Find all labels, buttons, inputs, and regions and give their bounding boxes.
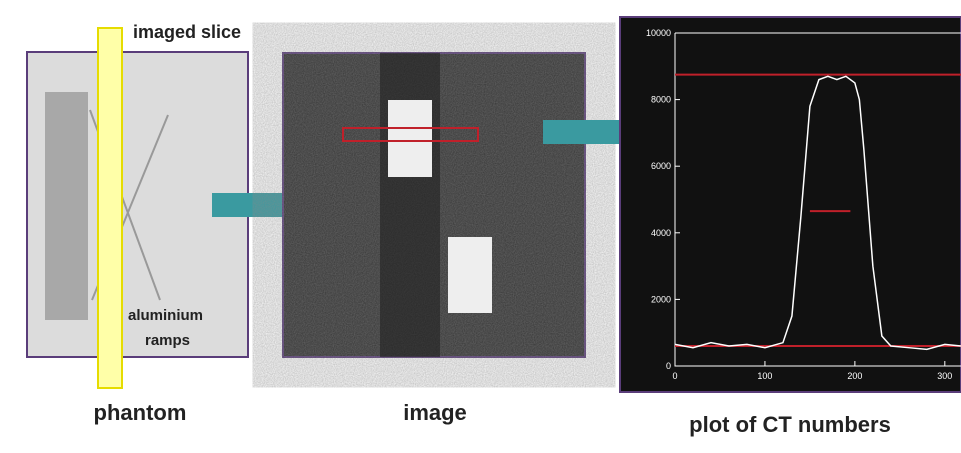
plot-frame [620, 17, 961, 392]
shadow [380, 53, 440, 357]
figure: imaged slice aluminium ramps phantom ima… [0, 0, 961, 448]
image-label: image [403, 400, 467, 425]
x-tick-label: 300 [937, 371, 952, 381]
y-tick-label: 10000 [646, 28, 671, 38]
x-tick-label: 200 [847, 371, 862, 381]
y-tick-label: 6000 [651, 161, 671, 171]
y-tick-label: 0 [666, 361, 671, 371]
plot-label: plot of CT numbers [689, 412, 891, 437]
phantom-label: phantom [94, 400, 187, 425]
ramps-label: aluminium [128, 307, 203, 324]
y-tick-label: 2000 [651, 294, 671, 304]
phantom-block [45, 92, 88, 320]
ramp-image [448, 237, 492, 313]
slice [98, 28, 122, 388]
ramps-label: ramps [145, 332, 190, 349]
y-tick-label: 4000 [651, 228, 671, 238]
x-tick-label: 100 [757, 371, 772, 381]
y-tick-label: 8000 [651, 95, 671, 105]
x-tick-label: 0 [672, 371, 677, 381]
slice-label: imaged slice [133, 22, 241, 42]
ramp-image [388, 100, 432, 177]
